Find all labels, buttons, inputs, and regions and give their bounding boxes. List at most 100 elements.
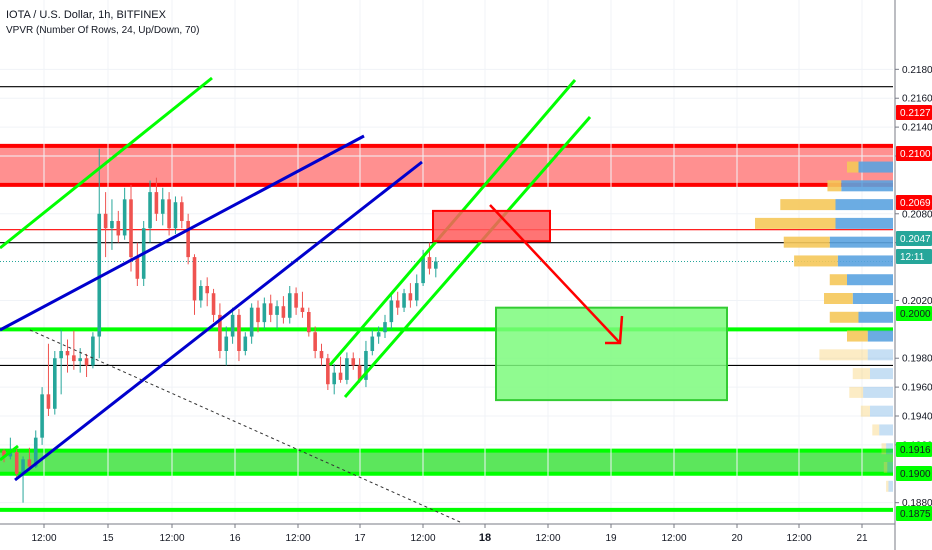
candle[interactable] (122, 187, 127, 240)
candle[interactable] (103, 192, 108, 258)
price-label-tag[interactable] (896, 195, 932, 210)
time-tick-label: 15 (102, 533, 114, 544)
candle[interactable] (275, 300, 279, 330)
candle[interactable] (402, 288, 406, 312)
candle[interactable] (218, 303, 222, 359)
channel-green-lower[interactable] (343, 116, 592, 398)
trendline-green-upper-left[interactable] (0, 76, 213, 250)
candle[interactable] (313, 326, 317, 359)
candle[interactable] (249, 303, 254, 344)
candle[interactable] (148, 180, 152, 243)
candle[interactable] (300, 291, 305, 318)
candle[interactable] (180, 196, 184, 229)
candle[interactable] (53, 351, 57, 415)
support-target-box[interactable] (495, 306, 728, 402)
candle[interactable] (338, 356, 343, 383)
candle[interactable] (8, 437, 13, 460)
candle[interactable] (351, 352, 356, 370)
candle[interactable] (414, 274, 419, 307)
resistance-zone[interactable] (0, 145, 893, 185)
candle[interactable] (192, 254, 197, 315)
candle[interactable] (281, 296, 286, 324)
candle[interactable] (364, 340, 368, 388)
candle[interactable] (211, 288, 216, 323)
candle[interactable] (307, 307, 311, 337)
candle[interactable] (33, 430, 38, 468)
candle[interactable] (345, 352, 349, 385)
projected-move-arrow[interactable] (489, 204, 621, 344)
candle[interactable] (173, 196, 178, 234)
candle[interactable] (370, 329, 375, 356)
candle[interactable] (97, 148, 102, 359)
candle-body (192, 257, 197, 301)
trendline-dashed[interactable] (29, 329, 461, 523)
vp-up-bar-9 (867, 330, 893, 342)
candles-layer (2, 148, 438, 503)
support-zone[interactable] (0, 450, 893, 474)
candle[interactable] (21, 456, 25, 503)
symbol-title[interactable]: IOTA / U.S. Dollar, 1h, BITFINEX (6, 9, 166, 21)
candle[interactable] (186, 213, 190, 265)
candle[interactable] (84, 353, 89, 377)
resistance-target-box[interactable] (432, 209, 551, 243)
candle[interactable] (46, 343, 51, 416)
chart-header: IOTA / U.S. Dollar, 1h, BITFINEX VPVR (N… (6, 8, 199, 38)
candle[interactable] (154, 177, 159, 221)
candle-body (135, 257, 140, 279)
candle[interactable] (116, 210, 121, 243)
candle[interactable] (287, 286, 292, 324)
candle[interactable] (167, 192, 171, 236)
candle[interactable] (224, 326, 229, 366)
indicator-legend[interactable]: VPVR (Number Of Rows, 24, Up/Down, 70) (6, 25, 200, 36)
candle[interactable] (332, 364, 336, 395)
candle[interactable] (243, 332, 248, 356)
candle[interactable] (230, 307, 235, 344)
candle[interactable] (383, 314, 387, 338)
price-label-tag[interactable] (896, 105, 932, 120)
price-label-tag[interactable] (896, 146, 932, 161)
candle[interactable] (129, 184, 133, 272)
price-label-tag[interactable] (896, 306, 932, 321)
time-tick-label: 17 (354, 533, 366, 544)
candle-body (237, 314, 241, 351)
candle[interactable] (294, 287, 298, 315)
candle[interactable] (91, 332, 95, 369)
candle[interactable] (434, 257, 438, 278)
trendline-green-lower-left[interactable] (0, 444, 19, 462)
candle[interactable] (256, 300, 260, 333)
volume-profile (755, 161, 893, 492)
price-label-text: 0.2127 (900, 108, 931, 119)
candle[interactable] (376, 326, 381, 344)
price-label-tag[interactable] (896, 249, 932, 264)
trendline-blue-upper[interactable] (0, 134, 365, 332)
candle[interactable] (110, 199, 114, 250)
candle[interactable] (160, 187, 165, 226)
candle[interactable] (135, 242, 140, 286)
candle[interactable] (268, 294, 273, 323)
candle-body (395, 300, 400, 308)
candle[interactable] (14, 447, 19, 480)
candle[interactable] (205, 277, 209, 307)
candle-body (389, 300, 394, 323)
price-label-tag[interactable] (896, 442, 932, 457)
price-label-tag[interactable] (896, 506, 932, 521)
candle[interactable] (389, 293, 394, 330)
candle[interactable] (395, 291, 400, 315)
candle[interactable] (326, 353, 330, 390)
candle[interactable] (237, 309, 241, 362)
candle-body (268, 303, 273, 315)
candle[interactable] (40, 387, 44, 445)
candle[interactable] (319, 343, 324, 366)
vp-up-bar-8 (858, 311, 893, 323)
candle[interactable] (408, 283, 413, 308)
candle[interactable] (262, 297, 267, 330)
candle[interactable] (72, 330, 76, 370)
candle[interactable] (199, 280, 203, 308)
price-label-tag[interactable] (896, 231, 932, 246)
candle[interactable] (65, 339, 70, 373)
candle[interactable] (59, 329, 63, 395)
projected-move-arrowhead (605, 315, 624, 345)
price-label-tag[interactable] (896, 466, 932, 481)
trendline-blue-lower[interactable] (14, 160, 423, 482)
